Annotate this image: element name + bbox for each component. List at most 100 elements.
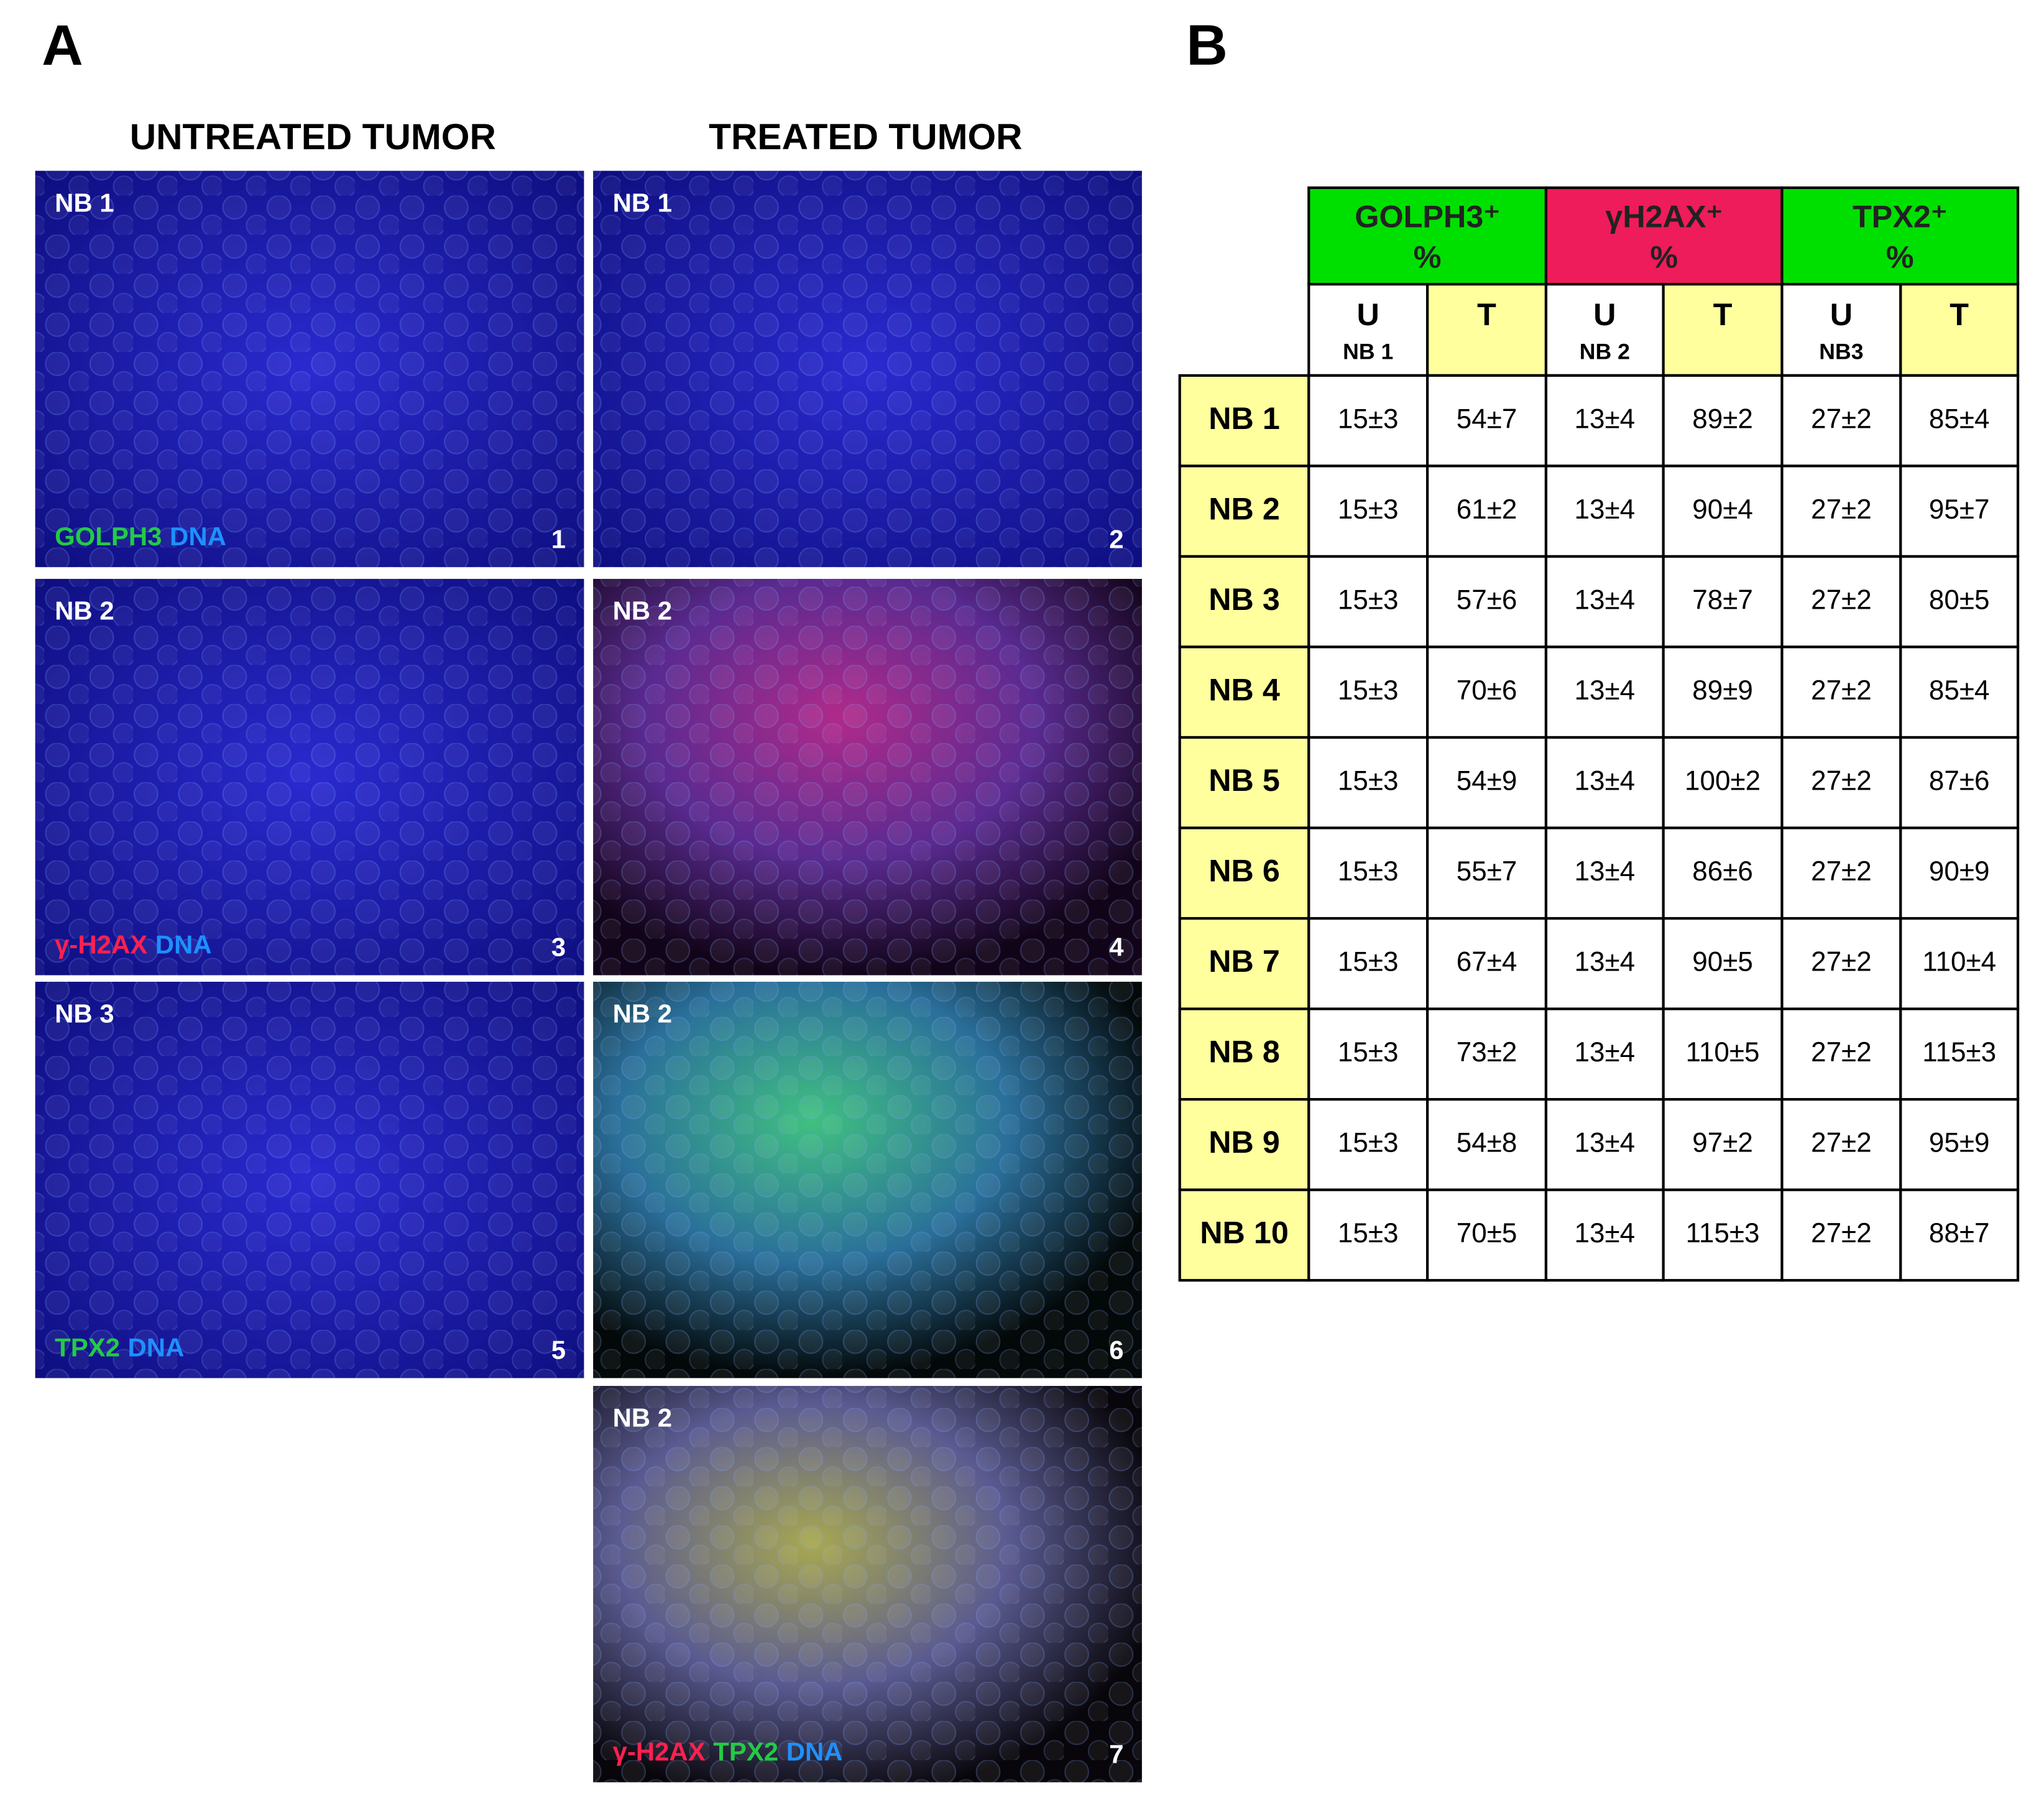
- table-value: 88±7: [1929, 1218, 1990, 1248]
- table-value: 115±3: [1686, 1218, 1760, 1248]
- table-cell: [1899, 826, 2020, 920]
- table-value: 15±3: [1338, 494, 1399, 525]
- table-value: 27±2: [1811, 584, 1872, 615]
- table-cell: [1426, 1098, 1548, 1191]
- table-cell: [1662, 374, 1784, 468]
- image-number: 1: [551, 524, 566, 553]
- table-value: 95±9: [1929, 1128, 1990, 1158]
- table-cell: [1178, 826, 1310, 920]
- table-value: 27±2: [1811, 1037, 1872, 1068]
- table-cell: [1426, 283, 1548, 377]
- panel-label: A: [42, 12, 83, 77]
- micrograph-texture: [35, 170, 584, 568]
- table-cell: [1662, 736, 1784, 829]
- group-unit: %: [1650, 239, 1678, 275]
- table-cell: [1544, 1098, 1665, 1191]
- micrograph-texture: [593, 1386, 1142, 1783]
- table-cell: [1544, 374, 1665, 468]
- table-value: 86±6: [1692, 856, 1753, 887]
- table-value: 57±6: [1457, 584, 1517, 615]
- table-value: 54±7: [1457, 404, 1517, 434]
- table-value: 15±3: [1338, 584, 1399, 615]
- image-number: 7: [1109, 1740, 1123, 1769]
- table-cell: [1307, 826, 1429, 920]
- row-header: NB 6: [1208, 853, 1280, 888]
- table-value: 27±2: [1811, 404, 1872, 434]
- subheader-sample: NB 1: [1343, 339, 1393, 364]
- table-cell: [1544, 916, 1665, 1010]
- table-cell: [1899, 464, 2020, 558]
- table-value: 70±5: [1457, 1218, 1517, 1248]
- table-value: 70±6: [1457, 675, 1517, 706]
- stain-name: DNA: [128, 1332, 185, 1362]
- table-value: 15±3: [1338, 1128, 1399, 1158]
- stain-legend: GOLPH3 DNA: [55, 522, 226, 551]
- table-value: 13±4: [1575, 946, 1636, 977]
- table-cell: [1307, 374, 1429, 468]
- table-cell: [1662, 916, 1784, 1010]
- table-value: 90±4: [1692, 494, 1753, 525]
- micrograph-texture: [593, 981, 1142, 1378]
- table-value: 13±4: [1575, 1128, 1636, 1158]
- table-value: 100±2: [1685, 765, 1761, 796]
- stain-name: DNA: [155, 930, 212, 959]
- table-cell: [1662, 1188, 1784, 1282]
- table-value: 15±3: [1338, 404, 1399, 434]
- subheader-sample: NB3: [1819, 339, 1863, 364]
- sample-label: NB 2: [613, 1403, 673, 1433]
- table-cell: [1178, 1007, 1310, 1101]
- table-value: 13±4: [1575, 584, 1636, 615]
- table-value: 27±2: [1811, 1128, 1872, 1158]
- row-header: NB 5: [1208, 762, 1280, 798]
- subheader-label: T: [1477, 297, 1496, 332]
- table-value: 85±4: [1929, 675, 1990, 706]
- subheader-label: T: [1713, 297, 1733, 332]
- stain-name: γ-H2AX: [613, 1737, 706, 1766]
- sample-label: NB 3: [55, 999, 114, 1028]
- table-value: 61±2: [1457, 494, 1517, 525]
- table-value: 13±4: [1575, 494, 1636, 525]
- table-value: 13±4: [1575, 1218, 1636, 1248]
- image-number: 4: [1109, 933, 1124, 962]
- table-cell: [1426, 736, 1548, 829]
- table-value: 15±3: [1338, 765, 1399, 796]
- table-value: 13±4: [1575, 675, 1636, 706]
- table-value: 90±9: [1929, 856, 1990, 887]
- table-value: 13±4: [1575, 1037, 1636, 1068]
- group-name: γH2AX⁺: [1605, 199, 1723, 234]
- table-cell: [1178, 916, 1310, 1010]
- table-cell: [1426, 555, 1548, 648]
- table-value: 85±4: [1929, 404, 1990, 434]
- table-cell: [1544, 1188, 1665, 1282]
- table-value: 110±4: [1922, 946, 1996, 977]
- table-cell: [1780, 464, 1902, 558]
- subheader-label: T: [1950, 297, 1969, 332]
- sample-label: NB 1: [613, 188, 673, 217]
- table-value: 89±2: [1692, 404, 1753, 434]
- table-value: 13±4: [1575, 404, 1636, 434]
- subheader-label: U: [1357, 297, 1379, 332]
- table-value: 55±7: [1457, 856, 1517, 887]
- table-cell: [1899, 736, 2020, 829]
- table-cell: [1307, 283, 1429, 377]
- stain-name: GOLPH3: [55, 522, 162, 551]
- micrograph-texture: [35, 579, 584, 976]
- table-value: 115±3: [1922, 1037, 1996, 1068]
- stain-legend: γ-H2AX DNA: [55, 930, 212, 959]
- subheader-sample: NB 2: [1580, 339, 1630, 364]
- table-value: 54±8: [1457, 1128, 1517, 1158]
- micrograph-texture: [35, 981, 584, 1378]
- table-value: 27±2: [1811, 765, 1872, 796]
- table-cell: [1544, 826, 1665, 920]
- table-value: 27±2: [1811, 675, 1872, 706]
- image-number: 5: [551, 1336, 566, 1365]
- row-header: NB 2: [1208, 491, 1280, 526]
- table-cell: [1899, 1007, 2020, 1101]
- table-value: 27±2: [1811, 946, 1872, 977]
- table-cell: [1899, 555, 2020, 648]
- table-value: 80±5: [1929, 584, 1990, 615]
- table-cell: [1426, 1007, 1548, 1101]
- sample-label: NB 1: [55, 188, 114, 217]
